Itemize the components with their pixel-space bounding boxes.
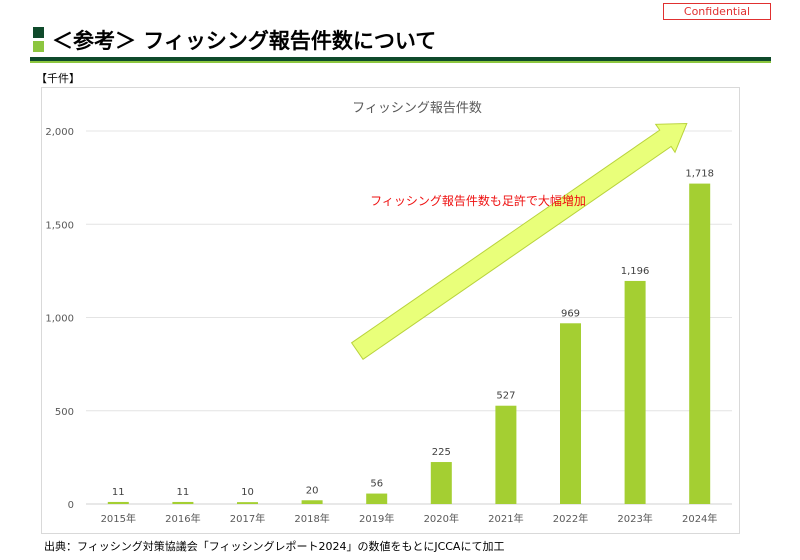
y-tick-label: 1,000 [45, 314, 74, 325]
bar [430, 462, 452, 504]
annotation-text: フィッシング報告件数も足許で大幅増加 [370, 193, 586, 208]
unit-label: 【千件】 [36, 72, 80, 85]
x-tick-label: 2022年 [553, 512, 588, 525]
data-label: 1,196 [621, 266, 650, 277]
x-tick-label: 2015年 [101, 512, 136, 525]
y-tick-label: 2,000 [45, 127, 74, 138]
data-label: 56 [370, 479, 383, 490]
bar [107, 501, 129, 504]
source-note: 出典：フィッシング対策協議会「フィッシングレポート2024」の数値をもとにJCC… [44, 540, 505, 553]
title-divider-dark [30, 57, 771, 61]
x-tick-label: 2024年 [682, 512, 717, 525]
data-label: 225 [432, 447, 451, 458]
x-tick-label: 2023年 [617, 512, 652, 525]
y-tick-label: 0 [68, 500, 74, 511]
data-label: 20 [306, 485, 319, 496]
bar [689, 183, 711, 504]
bar [560, 323, 581, 504]
x-tick-label: 2021年 [488, 512, 523, 525]
data-label: 527 [496, 391, 515, 402]
bar [301, 500, 323, 504]
x-tick-label: 2017年 [230, 512, 265, 525]
trend-arrow [350, 122, 688, 360]
bar [172, 501, 194, 504]
bar [366, 493, 388, 504]
confidential-badge: Confidential [663, 3, 771, 20]
bar [495, 405, 517, 504]
data-label: 10 [241, 487, 254, 498]
y-tick-label: 500 [55, 407, 74, 418]
bar [624, 280, 646, 504]
bar [237, 502, 258, 504]
x-tick-label: 2019年 [359, 512, 394, 525]
chart-frame [41, 87, 740, 534]
heading-marker-light [33, 41, 44, 52]
y-tick-label: 1,500 [45, 220, 74, 231]
data-label: 11 [177, 487, 190, 498]
heading-marker-dark [33, 27, 44, 38]
x-tick-label: 2016年 [165, 512, 200, 525]
x-tick-label: 2018年 [294, 512, 329, 525]
data-label: 11 [112, 487, 125, 498]
title-divider-light [30, 61, 771, 63]
data-label: 969 [561, 308, 580, 319]
page-title: ＜参考＞ フィッシング報告件数について [52, 29, 437, 53]
chart-title: フィッシング報告件数 [352, 101, 482, 116]
data-label: 1,718 [685, 169, 714, 180]
x-tick-label: 2020年 [424, 512, 459, 525]
